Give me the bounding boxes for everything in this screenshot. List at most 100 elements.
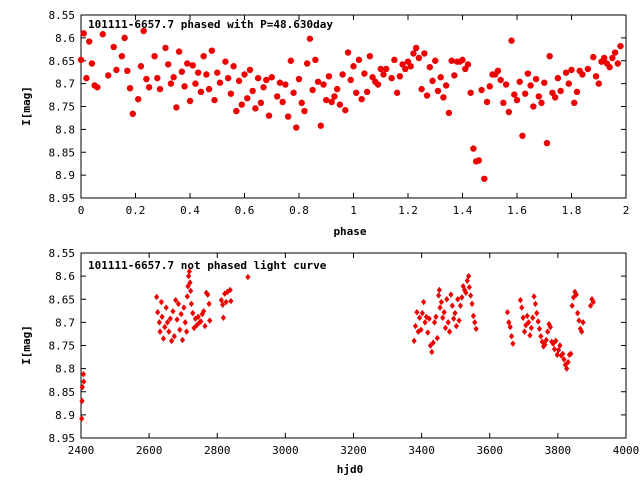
y-tick-label: 8.7 — [55, 78, 75, 91]
data-point — [178, 310, 184, 318]
data-point — [158, 298, 164, 306]
data-point — [276, 79, 284, 86]
y-tick-label: 8.8 — [55, 123, 75, 136]
data-point — [530, 103, 537, 110]
data-point — [571, 99, 578, 107]
data-point — [227, 90, 235, 97]
data-point — [331, 93, 338, 100]
data-point — [573, 88, 581, 96]
data-point — [553, 337, 559, 345]
x-tick-label: 0.8 — [289, 204, 309, 217]
y-tick-label: 8.6 — [55, 270, 75, 283]
y-tick-label: 8.55 — [49, 247, 76, 260]
data-point — [438, 298, 444, 306]
y-tick-label: 8.8 — [55, 363, 75, 376]
data-point — [580, 319, 586, 326]
data-point — [85, 38, 93, 45]
data-point — [279, 98, 286, 106]
data-point — [164, 319, 171, 326]
data-point — [565, 80, 572, 87]
x-tick-label: 3400 — [408, 444, 435, 457]
data-point — [118, 52, 126, 60]
data-point — [451, 72, 458, 79]
data-point — [590, 298, 596, 306]
data-point — [432, 57, 439, 64]
data-point — [609, 54, 616, 62]
data-point — [235, 77, 243, 85]
data-point — [293, 124, 300, 131]
data-point — [154, 293, 160, 301]
data-points — [79, 268, 596, 422]
data-point — [303, 60, 311, 67]
x-axis-label: hjd0 — [337, 463, 364, 476]
data-point — [511, 91, 518, 98]
data-point — [536, 325, 543, 333]
x-tick-label: 2400 — [68, 444, 95, 457]
data-point — [94, 84, 101, 91]
x-tick-label: 0.2 — [126, 204, 146, 217]
y-axis-label: I[mag] — [20, 86, 33, 126]
data-point — [166, 328, 172, 335]
data-point — [451, 315, 457, 322]
data-point — [500, 99, 507, 107]
data-point — [466, 272, 472, 280]
data-point — [187, 279, 193, 286]
data-point — [568, 350, 574, 358]
data-point — [83, 74, 90, 82]
data-point — [336, 101, 344, 108]
data-point — [189, 62, 196, 69]
data-point — [423, 313, 429, 321]
data-point — [587, 302, 594, 309]
data-point — [448, 57, 455, 64]
x-tick-label: 2600 — [136, 444, 163, 457]
data-point — [410, 50, 417, 57]
x-tick-label: 1 — [350, 204, 357, 217]
data-point — [195, 313, 201, 321]
data-point — [198, 318, 204, 325]
data-point — [77, 56, 85, 64]
data-point — [126, 85, 134, 92]
chart-title: 101111-6657.7 phased with P=48.630day — [88, 18, 333, 31]
data-point — [507, 323, 513, 331]
data-point — [494, 67, 502, 75]
data-point — [407, 63, 414, 70]
data-point — [380, 71, 387, 78]
data-point — [154, 74, 161, 82]
data-point — [576, 317, 582, 324]
y-ticks: 8.55 8.6 8.65 8.7 8.75 8.8 8.85 8.9 8.95 — [49, 9, 626, 205]
data-point — [497, 76, 504, 84]
data-point — [508, 333, 515, 340]
data-point — [535, 318, 541, 325]
data-point — [135, 95, 142, 103]
data-point — [320, 81, 327, 88]
data-point — [455, 296, 461, 303]
data-point — [532, 300, 538, 308]
data-point — [216, 79, 224, 86]
data-point — [590, 53, 597, 61]
data-point — [521, 90, 529, 97]
data-point — [431, 319, 438, 326]
data-point — [145, 84, 153, 91]
data-point — [254, 74, 262, 82]
data-point — [186, 272, 192, 280]
data-point — [416, 314, 423, 321]
data-point — [516, 78, 523, 85]
plot-frame — [80, 14, 627, 199]
data-point — [194, 69, 202, 76]
data-point — [170, 308, 176, 315]
data-point — [186, 268, 192, 275]
data-point — [342, 106, 349, 114]
data-point — [110, 43, 117, 51]
data-point — [263, 76, 270, 84]
data-point — [569, 302, 575, 309]
data-point — [363, 88, 371, 96]
data-point — [412, 44, 420, 52]
data-point — [358, 95, 365, 103]
data-point — [156, 85, 164, 93]
data-point — [470, 312, 476, 320]
data-point — [333, 85, 341, 93]
data-point — [80, 370, 86, 378]
y-tick-label: 8.9 — [55, 409, 75, 422]
unphased-light-curve-panel: 101111-6657.7 not phased light curve hjd… — [20, 247, 639, 476]
